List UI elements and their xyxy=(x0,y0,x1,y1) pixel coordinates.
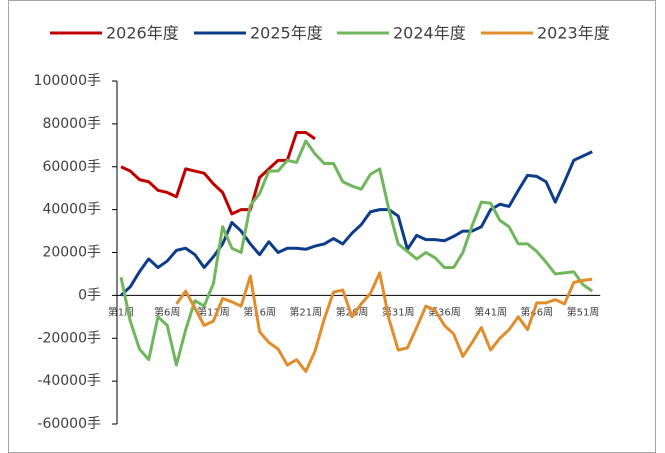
series-line xyxy=(120,130,316,216)
y-tick-label: 0手 xyxy=(78,287,101,303)
legend-label: 2024年度 xyxy=(393,24,466,43)
x-tick-label: 第46周 xyxy=(520,305,553,318)
x-tick-label: 第16周 xyxy=(243,305,276,318)
x-tick-label: 第36周 xyxy=(428,305,461,318)
y-tick-label: 100000手 xyxy=(34,73,101,89)
series-line xyxy=(175,271,593,373)
x-tick-label: 第6周 xyxy=(154,305,180,318)
y-tick-label: -60000手 xyxy=(37,416,101,432)
legend-label: 2023年度 xyxy=(537,24,610,43)
x-tick-label: 第41周 xyxy=(474,305,507,318)
y-tick-label: -40000手 xyxy=(37,373,101,389)
y-tick-label: 20000手 xyxy=(42,245,101,261)
legend-label: 2026年度 xyxy=(106,24,179,43)
x-tick-label: 第11周 xyxy=(197,305,230,318)
chart-border xyxy=(8,0,656,453)
series-line xyxy=(119,150,593,297)
legend-label: 2025年度 xyxy=(250,24,323,43)
y-tick-label: -20000手 xyxy=(37,330,101,346)
x-tick-label: 第26周 xyxy=(336,305,369,318)
y-tick-label: 40000手 xyxy=(42,202,101,218)
y-tick-label: 60000手 xyxy=(42,159,101,175)
x-tick-label: 第31周 xyxy=(382,305,415,318)
series-line xyxy=(119,139,594,367)
y-tick-label: 80000手 xyxy=(42,116,101,132)
x-tick-label: 第51周 xyxy=(567,305,600,318)
x-tick-label: 第21周 xyxy=(289,305,322,318)
